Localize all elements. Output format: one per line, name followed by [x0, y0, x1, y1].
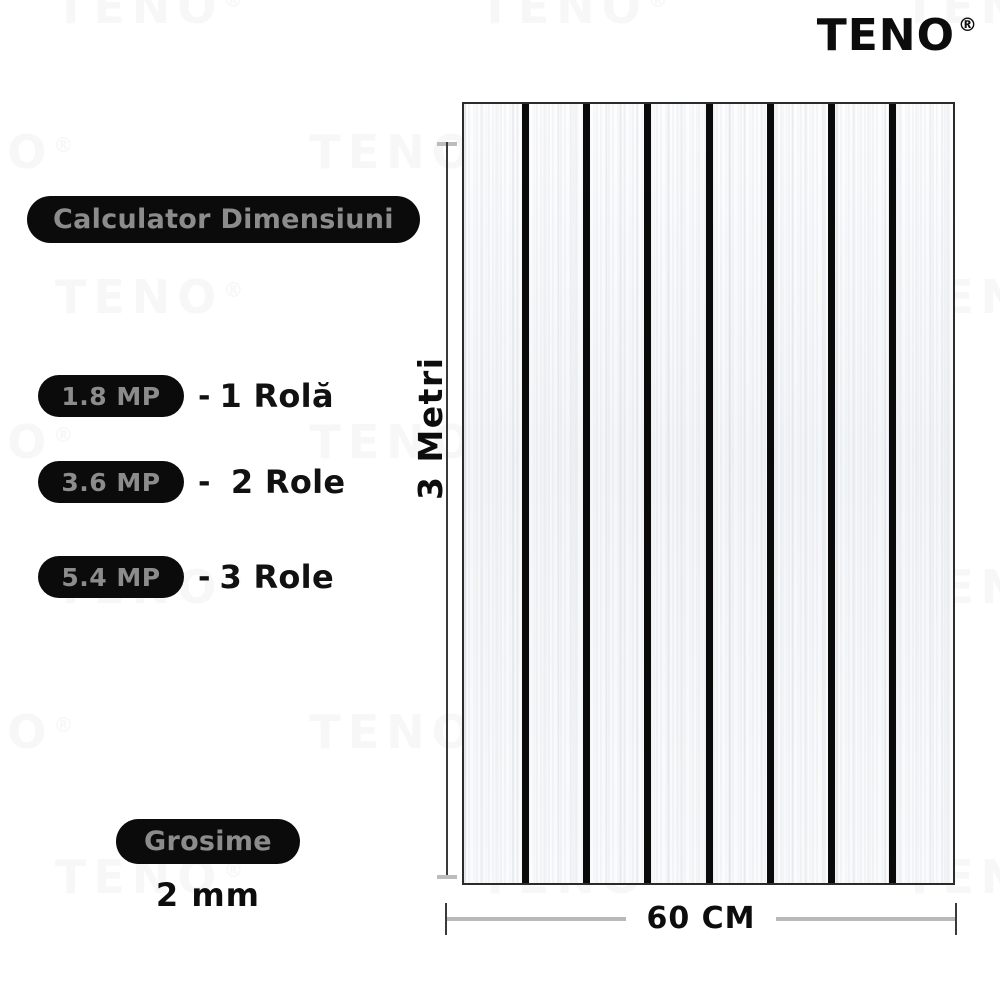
- width-dimension-label-wrap: 60 CM: [445, 901, 957, 936]
- watermark-registered-icon: ®: [648, 0, 668, 12]
- brand-name: TENO: [816, 10, 955, 61]
- width-dimension-cap-left: [445, 903, 447, 935]
- quantity-label: 1 Rolă: [219, 377, 334, 415]
- row-separator: -: [198, 464, 211, 500]
- slat-groove: [583, 104, 590, 883]
- slat-groove: [644, 104, 651, 883]
- width-dimension-label: 60 CM: [626, 901, 776, 936]
- watermark-logo: TENO®: [309, 995, 615, 1000]
- watermark-registered-icon: ®: [53, 712, 74, 737]
- area-label: 1.8 MP: [61, 381, 161, 411]
- width-dimension-line: 60 CM: [445, 901, 957, 936]
- calculator-row: 3.6 MP - 2 Role: [38, 461, 345, 503]
- watermark-logo: TENO®: [55, 270, 244, 324]
- slat-groove: [706, 104, 713, 883]
- area-pill: 1.8 MP: [38, 375, 184, 417]
- area-pill: 5.4 MP: [38, 556, 184, 598]
- area-label: 3.6 MP: [61, 467, 161, 497]
- watermark-logo: TENO®: [734, 995, 1000, 1000]
- watermark-logo: TENO®: [0, 995, 191, 1000]
- product-image-wood-slat-panel: [462, 102, 955, 885]
- height-dimension-stroke: [446, 142, 448, 879]
- calculator-title-label: Calculator Dimensiuni: [53, 204, 394, 235]
- watermark-registered-icon: ®: [53, 132, 74, 157]
- watermark-registered-icon: ®: [223, 0, 243, 12]
- watermark-registered-icon: ®: [223, 277, 244, 302]
- watermark-row: TENO®TENO®TENO®TENO®: [0, 995, 1000, 1000]
- quantity-label: 2 Role: [219, 463, 346, 501]
- watermark-logo: TENO®: [55, 0, 361, 34]
- thickness-label: Grosime: [144, 826, 272, 857]
- slat-groove: [767, 104, 774, 883]
- watermark-logo: TENO®: [479, 0, 785, 34]
- area-pill: 3.6 MP: [38, 461, 184, 503]
- slat-groove: [889, 104, 896, 883]
- calculator-row: 5.4 MP - 3 Role: [38, 556, 334, 598]
- calculator-row: 1.8 MP - 1 Rolă: [38, 375, 334, 417]
- thickness-block: Grosime 2 mm: [116, 819, 300, 914]
- height-dimension-cap-bottom: [437, 875, 457, 879]
- watermark-logo: TENO®: [0, 125, 74, 179]
- registered-trademark-icon: ®: [958, 14, 978, 36]
- slat-groove: [522, 104, 529, 883]
- watermark-registered-icon: ®: [53, 422, 74, 447]
- row-separator: -: [198, 378, 211, 414]
- thickness-value: 2 mm: [155, 876, 260, 914]
- area-label: 5.4 MP: [61, 562, 161, 592]
- quantity-label: 3 Role: [219, 558, 334, 596]
- width-dimension-cap-right: [955, 903, 957, 935]
- height-dimension-label: 3 Metri: [411, 356, 450, 500]
- slat-groove: [828, 104, 835, 883]
- watermark-logo: TENO®: [0, 705, 74, 759]
- thickness-pill: Grosime: [116, 819, 300, 864]
- brand-logo: TENO ®: [817, 14, 978, 58]
- calculator-title-pill: Calculator Dimensiuni: [27, 196, 420, 243]
- row-separator: -: [198, 559, 211, 595]
